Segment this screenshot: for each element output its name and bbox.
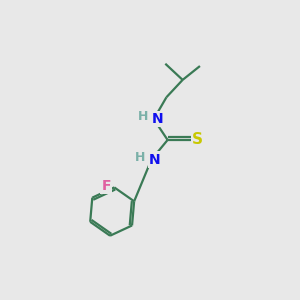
Text: H: H [137, 110, 148, 123]
Text: S: S [192, 132, 203, 147]
Text: H: H [135, 151, 146, 164]
Text: F: F [101, 179, 111, 193]
Text: N: N [149, 153, 161, 166]
Text: N: N [152, 112, 163, 126]
